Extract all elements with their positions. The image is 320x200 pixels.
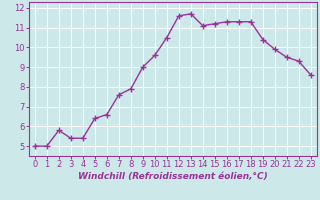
X-axis label: Windchill (Refroidissement éolien,°C): Windchill (Refroidissement éolien,°C) [78,172,268,181]
